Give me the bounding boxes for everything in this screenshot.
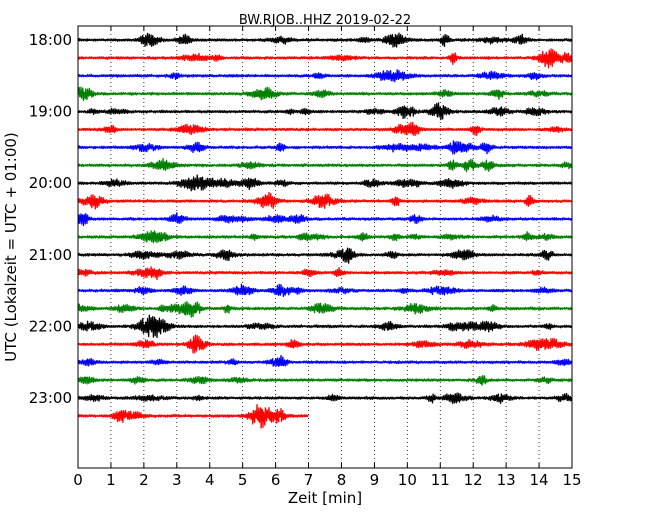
trace-2300 bbox=[77, 392, 573, 405]
y-tick-label: 18:00 bbox=[29, 31, 72, 49]
trace-1930 bbox=[77, 140, 573, 155]
x-tick-label: 6 bbox=[271, 471, 281, 489]
x-tick-label: 12 bbox=[464, 471, 483, 489]
y-axis: 18:00 19:00 20:00 21:00 22:00 23:00 bbox=[29, 31, 572, 407]
trace-2100 bbox=[77, 247, 573, 264]
trace-2145 bbox=[77, 301, 573, 318]
y-axis-label: UTC (Lokalzeit = UTC + 01:00) bbox=[2, 132, 20, 362]
x-tick-label: 7 bbox=[304, 471, 314, 489]
trace-2030 bbox=[77, 212, 573, 227]
trace-2000 bbox=[77, 174, 573, 192]
trace-2115 bbox=[77, 266, 573, 281]
trace-2245 bbox=[77, 374, 573, 386]
trace-2315 bbox=[77, 403, 309, 429]
trace-1815 bbox=[77, 48, 573, 69]
seismogram-traces bbox=[77, 32, 573, 429]
y-tick-label: 21:00 bbox=[29, 246, 72, 264]
x-axis: 0 1 2 3 4 5 6 7 8 9 10 11 12 13 14 15 bbox=[73, 26, 582, 489]
x-tick-label: 15 bbox=[562, 471, 581, 489]
trace-1900 bbox=[77, 102, 573, 121]
chart-title: BW.RJOB..HHZ 2019-02-22 bbox=[239, 13, 411, 28]
trace-2215 bbox=[77, 334, 573, 354]
y-tick-label: 23:00 bbox=[29, 389, 72, 407]
plot-frame bbox=[77, 25, 573, 469]
x-axis-label: Zeit [min] bbox=[288, 489, 362, 507]
x-tick-label: 14 bbox=[530, 471, 549, 489]
y-tick-label: 19:00 bbox=[29, 103, 72, 121]
x-tick-label: 0 bbox=[73, 471, 83, 489]
trace-2230 bbox=[77, 354, 573, 367]
x-tick-label: 3 bbox=[172, 471, 182, 489]
x-tick-label: 13 bbox=[497, 471, 516, 489]
y-tick-label: 20:00 bbox=[29, 174, 72, 192]
trace-1800 bbox=[77, 32, 573, 48]
x-tick-label: 4 bbox=[205, 471, 215, 489]
trace-1915 bbox=[77, 121, 573, 137]
trace-1845 bbox=[77, 86, 573, 101]
x-tick-label: 5 bbox=[238, 471, 248, 489]
trace-2200 bbox=[77, 314, 573, 339]
x-tick-label: 2 bbox=[139, 471, 149, 489]
trace-1945 bbox=[77, 157, 573, 173]
trace-2045 bbox=[77, 230, 573, 244]
x-tick-label: 10 bbox=[398, 471, 417, 489]
trace-1830 bbox=[77, 69, 573, 83]
trace-2015 bbox=[77, 191, 573, 210]
trace-2130 bbox=[77, 283, 573, 298]
x-tick-label: 8 bbox=[337, 471, 347, 489]
x-tick-label: 11 bbox=[431, 471, 450, 489]
x-tick-label: 1 bbox=[106, 471, 116, 489]
x-tick-label: 9 bbox=[370, 471, 380, 489]
y-tick-label: 22:00 bbox=[29, 317, 72, 335]
